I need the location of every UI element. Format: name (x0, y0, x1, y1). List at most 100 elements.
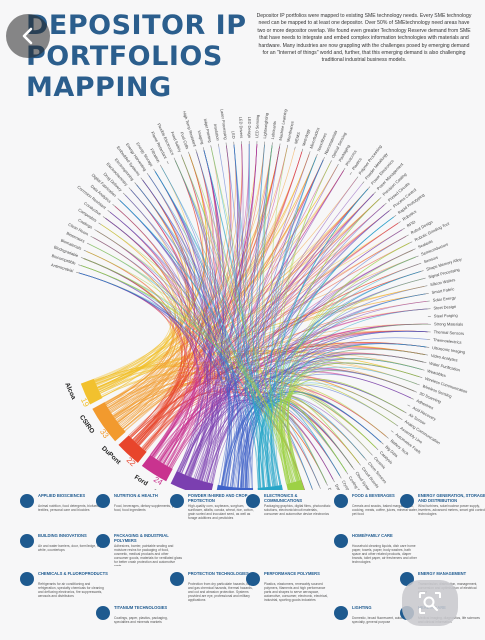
tech-need-tick (422, 277, 426, 280)
chord-ribbon (247, 193, 374, 489)
tech-need-label: Plastics (351, 157, 363, 171)
tech-need-tick (83, 249, 87, 252)
tech-need-tick (415, 255, 419, 258)
tech-need-label: Steel Design (433, 304, 456, 311)
category-description: Adhesives, barrier, paintable sealing an… (114, 544, 182, 566)
tech-need-label: Lubricants (270, 121, 277, 140)
depositor-arc (216, 484, 254, 490)
tech-need-tick (410, 397, 414, 400)
tech-need-tick (405, 234, 409, 237)
tech-need-tick (112, 204, 116, 207)
category-icon (334, 494, 348, 508)
chord-ribbon (144, 145, 273, 451)
category-description: Animal nutrition, food detergents, biofu… (38, 504, 100, 513)
tech-need-tick (210, 145, 212, 149)
category-title: HOME/FAMILY CARE (352, 533, 393, 538)
tech-need-tick (86, 242, 90, 245)
chord-ribbon (283, 369, 415, 483)
tech-need-tick (218, 143, 220, 147)
back-button[interactable] (6, 14, 50, 58)
chord-ribbon (134, 390, 320, 487)
chord-ribbon (132, 152, 214, 440)
category-title: PACKAGING & INDUSTRIAL POLYMERS (114, 533, 169, 543)
category-title: PERFORMANCE POLYMERS (264, 571, 320, 576)
tech-need-tick (301, 148, 304, 152)
tech-need-tick (159, 164, 162, 168)
tech-need-tick (375, 447, 379, 451)
intro-paragraph: Depositor IP portfolios were mapped to e… (256, 13, 472, 64)
tech-need-tick (329, 160, 332, 164)
tech-need-tick (397, 221, 401, 224)
tech-need-tick (173, 157, 176, 161)
chord-ribbon (158, 145, 232, 461)
tech-need-tick (402, 227, 405, 230)
page-title: DEPOSITOR IP PORTFOLIOS MAPPING (26, 10, 256, 103)
tech-need-label: Machine Learning (278, 109, 288, 141)
tech-need-tick (188, 151, 190, 155)
chord-ribbon (188, 199, 380, 477)
depositor-arc (118, 435, 147, 463)
category-icon (334, 606, 348, 620)
category-icon (96, 534, 110, 548)
tech-need-tick (361, 181, 365, 185)
tech-need-tick (343, 167, 346, 171)
category-title: TITANIUM TECHNOLOGIES (114, 605, 168, 610)
tech-need-tick (294, 146, 296, 150)
category-title: NUTRITION & HEALTH (114, 493, 158, 498)
chord-ribbon (245, 159, 324, 488)
category-icon (170, 572, 184, 586)
chord-ribbon (275, 402, 327, 484)
chord-ribbon (142, 263, 419, 450)
tech-need-tick (316, 153, 318, 157)
chord-ribbon (210, 148, 298, 482)
title-line-3: MAPPING (26, 72, 172, 103)
tech-need-tick (153, 168, 156, 172)
chord-ribbon (100, 224, 179, 417)
chord-ribbon (170, 154, 217, 469)
chord-ribbon (78, 272, 282, 486)
category-icon (20, 572, 34, 586)
category-description: Wind turbines, solar/nuclear power suppl… (418, 504, 485, 517)
chord-ribbon (281, 362, 420, 484)
chord-ribbon (89, 244, 300, 481)
chord-ribbon (117, 193, 374, 423)
tech-need-tick (378, 197, 382, 200)
category-icon (334, 534, 348, 548)
category-legend: APPLIED BIOSCIENCES Animal nutrition, foo… (20, 493, 485, 634)
chord-ribbons (78, 143, 429, 490)
chord-ribbon (236, 204, 385, 488)
depositor-arc (92, 402, 126, 442)
category-title: PROTECTION TECHNOLOGIES (188, 571, 249, 576)
tech-need-tick (423, 361, 427, 364)
tech-need-tick (352, 467, 355, 471)
category-icon (20, 534, 34, 548)
tech-need-tick (202, 147, 205, 151)
chord-ribbon (263, 145, 287, 484)
tech-need-label: Strong Materials (434, 321, 463, 326)
chevron-left-icon (22, 27, 33, 45)
tech-need-label: LED Sensing (254, 115, 260, 139)
chord-ribbon (174, 160, 259, 488)
chord-ribbon (98, 166, 338, 391)
depositor-label: Ford (133, 474, 149, 488)
chord-ribbon (261, 404, 313, 489)
chord-ribbon (93, 237, 231, 487)
visual-search-button[interactable] (402, 580, 458, 626)
tech-need-label: Thermoelectrics (433, 337, 462, 345)
tech-need-tick (393, 214, 397, 218)
tech-need-tick (420, 270, 424, 272)
chord-ribbon (276, 399, 347, 484)
tech-need-label: Steel Forging (434, 313, 458, 319)
tech-need-tick (78, 264, 82, 266)
tech-need-label: LED (231, 131, 237, 139)
tech-need-label: Insulation (213, 123, 221, 141)
tech-need-label: Filtration (149, 148, 161, 164)
chord-ribbon (105, 217, 253, 489)
tech-need-label: Sealants (417, 239, 433, 250)
tech-need-label: LED Design (247, 117, 252, 138)
chord-ribbon (136, 184, 265, 488)
depositor-arc (286, 479, 305, 490)
tech-need-tick (319, 485, 321, 489)
tech-need-label: Solar Energy (432, 295, 456, 303)
